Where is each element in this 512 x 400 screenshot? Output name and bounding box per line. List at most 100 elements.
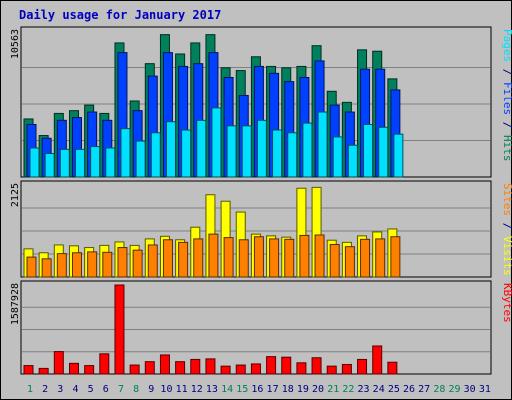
bar-pages-day-20 — [317, 111, 328, 178]
x-tick-label-day-9: 9 — [148, 384, 154, 395]
x-tick-label-day-20: 20 — [312, 384, 324, 395]
x-tick-label-day-12: 12 — [191, 384, 203, 395]
bar-sites-day-24 — [375, 238, 386, 278]
bar-pages-day-19 — [302, 122, 313, 178]
bar-kbytes-day-4 — [68, 362, 79, 375]
bar-kbytes-day-10 — [159, 354, 170, 375]
bar-kbytes-day-9 — [144, 361, 155, 375]
chart-title: Daily usage for January 2017 — [19, 8, 221, 22]
bar-pages-day-13 — [211, 107, 222, 178]
panel-3-series-label: KBytes — [501, 283, 512, 323]
bar-pages-day-3 — [59, 148, 70, 178]
bar-pages-day-23 — [363, 123, 374, 178]
x-tick-label-day-3: 3 — [57, 384, 63, 395]
bar-kbytes-day-14 — [220, 365, 231, 375]
bar-sites-day-4 — [71, 252, 82, 278]
x-tick-label-day-2: 2 — [42, 384, 48, 395]
x-tick-label-day-17: 17 — [267, 384, 279, 395]
bar-kbytes-day-25 — [387, 361, 398, 375]
series-label-part: Files — [501, 82, 512, 115]
x-tick-label-day-29: 29 — [448, 384, 460, 395]
x-tick-label-day-22: 22 — [342, 384, 354, 395]
bar-sites-day-9 — [147, 244, 158, 278]
bar-kbytes-day-22 — [341, 363, 352, 375]
bar-sites-day-7 — [117, 247, 128, 278]
bar-sites-day-2 — [41, 258, 52, 278]
x-tick-label-day-13: 13 — [206, 384, 218, 395]
bar-kbytes-day-11 — [175, 361, 186, 375]
bar-pages-day-7 — [120, 128, 131, 178]
bar-kbytes-day-7 — [114, 284, 125, 375]
bar-sites-day-13 — [208, 233, 219, 278]
bar-pages-day-11 — [181, 129, 192, 178]
bar-sites-day-20 — [314, 234, 325, 278]
x-tick-label-day-27: 27 — [418, 384, 430, 395]
bar-pages-day-16 — [256, 119, 267, 178]
bar-pages-day-15 — [241, 125, 252, 178]
bar-pages-day-17 — [272, 129, 283, 178]
bar-sites-day-5 — [87, 251, 98, 278]
x-tick-label-day-25: 25 — [388, 384, 400, 395]
bar-sites-day-25 — [390, 236, 401, 278]
bar-kbytes-day-17 — [266, 356, 277, 375]
bar-sites-day-12 — [193, 238, 204, 278]
x-tick-label-day-14: 14 — [221, 384, 233, 395]
bar-sites-day-1 — [26, 256, 37, 278]
bar-sites-day-22 — [344, 246, 355, 278]
x-tick-label-day-23: 23 — [358, 384, 370, 395]
bar-kbytes-day-6 — [99, 353, 110, 375]
panel-1-series-label: Pages / Files / Hits — [501, 29, 512, 162]
bar-sites-day-6 — [102, 251, 113, 278]
bar-kbytes-day-3 — [53, 351, 64, 375]
x-tick-label-day-28: 28 — [433, 384, 445, 395]
x-tick-label-day-5: 5 — [88, 384, 94, 395]
bar-kbytes-day-8 — [129, 364, 140, 375]
x-tick-label-day-31: 31 — [479, 384, 491, 395]
bar-sites-day-23 — [360, 238, 371, 278]
bar-sites-day-8 — [132, 249, 143, 278]
x-tick-label-day-6: 6 — [103, 384, 109, 395]
x-tick-label-day-19: 19 — [297, 384, 309, 395]
bar-pages-day-1 — [29, 147, 40, 178]
panel-1-max-label: 10563 — [10, 29, 21, 59]
bar-sites-day-15 — [238, 239, 249, 278]
panel-3-plot-area — [20, 280, 492, 375]
bar-pages-day-14 — [226, 125, 237, 178]
bar-sites-day-18 — [284, 238, 295, 278]
bar-pages-day-18 — [287, 132, 298, 178]
bar-kbytes-day-20 — [311, 357, 322, 375]
bar-pages-day-24 — [378, 126, 389, 178]
x-tick-label-day-26: 26 — [403, 384, 415, 395]
bar-kbytes-day-5 — [84, 365, 95, 375]
bar-sites-day-3 — [56, 253, 67, 278]
bar-kbytes-day-12 — [190, 358, 201, 375]
bar-pages-day-9 — [150, 132, 161, 178]
bar-kbytes-day-13 — [205, 358, 216, 375]
bar-sites-day-11 — [178, 241, 189, 278]
bar-kbytes-day-15 — [235, 364, 246, 375]
bar-pages-day-21 — [332, 136, 343, 178]
series-label-part: / — [501, 62, 512, 82]
bar-kbytes-day-19 — [296, 362, 307, 375]
bar-kbytes-day-2 — [38, 367, 49, 375]
bar-pages-day-12 — [196, 119, 207, 178]
bar-pages-day-6 — [105, 147, 116, 178]
x-tick-label-day-4: 4 — [72, 384, 78, 395]
x-tick-label-day-15: 15 — [236, 384, 248, 395]
series-label-part: Visits — [501, 236, 512, 276]
x-tick-label-day-16: 16 — [251, 384, 263, 395]
series-label-part: Hits — [501, 135, 512, 162]
bar-sites-day-16 — [253, 236, 264, 278]
bar-kbytes-day-18 — [281, 356, 292, 375]
x-tick-label-day-21: 21 — [327, 384, 339, 395]
series-label-part: Pages — [501, 29, 512, 62]
panel-2-max-label: 2125 — [10, 183, 21, 207]
x-tick-label-day-7: 7 — [118, 384, 124, 395]
x-tick-label-day-10: 10 — [160, 384, 172, 395]
bar-sites-day-14 — [223, 237, 234, 278]
x-tick-label-day-24: 24 — [373, 384, 385, 395]
bar-pages-day-25 — [393, 133, 404, 178]
x-tick-label-day-8: 8 — [133, 384, 139, 395]
x-tick-label-day-30: 30 — [464, 384, 476, 395]
